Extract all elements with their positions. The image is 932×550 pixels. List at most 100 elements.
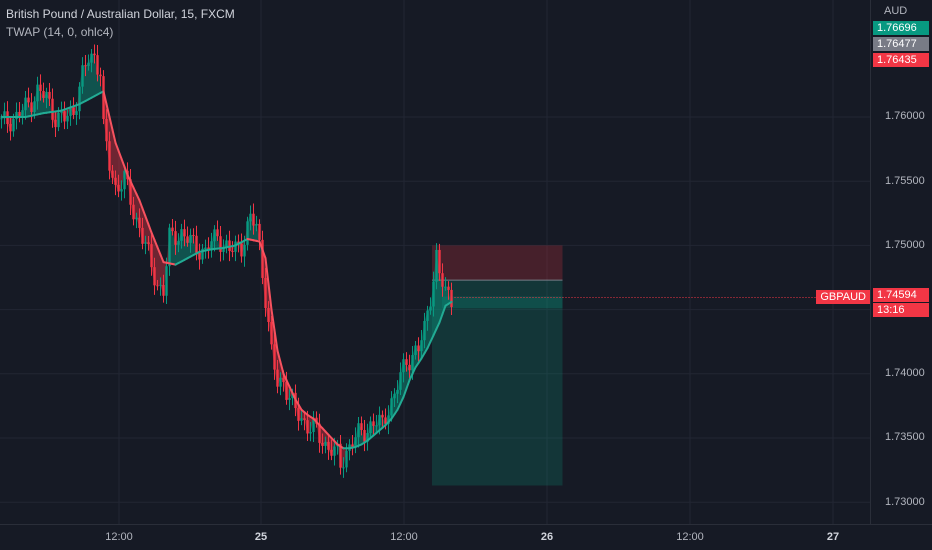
candle-body: [405, 359, 408, 365]
candle-body: [246, 221, 249, 245]
price-tick-label: 1.74000: [885, 367, 925, 379]
twap-line-segment: [267, 282, 273, 311]
candle-body: [27, 97, 30, 103]
candle-body: [414, 345, 417, 356]
twap-line-segment: [285, 379, 291, 388]
candle-body: [192, 234, 195, 236]
twap-line-segment: [447, 300, 453, 305]
candle-body: [363, 430, 366, 442]
candle-body: [330, 449, 333, 456]
candle-body: [102, 76, 105, 120]
candle-body: [258, 223, 261, 240]
candle-body: [393, 393, 396, 399]
twap-line-segment: [411, 366, 417, 375]
candle-body: [243, 244, 246, 257]
mid-price-badge: 1.76477: [873, 37, 929, 51]
take-profit-zone: [432, 280, 563, 486]
twap-line-segment: [105, 103, 111, 118]
twap-line-segment: [114, 141, 120, 152]
candle-body: [402, 359, 405, 373]
twap-fill-segment: [253, 223, 257, 241]
candle-body: [309, 432, 312, 434]
price-tick-label: 1.73000: [885, 496, 925, 508]
candle-body: [369, 421, 372, 434]
candle-body: [84, 65, 87, 67]
candle-body: [30, 102, 33, 112]
candle-body: [165, 266, 168, 296]
twap-fill-segment: [226, 240, 230, 251]
candle-body: [78, 86, 81, 112]
candle-body: [429, 306, 432, 311]
indicator-legend[interactable]: TWAP (14, 0, ohlc4): [6, 25, 114, 39]
twap-line-segment: [258, 240, 264, 251]
candle-body: [372, 421, 375, 426]
candle-body: [264, 277, 267, 308]
candle-body: [240, 243, 243, 257]
symbol-legend[interactable]: British Pound / Australian Dollar, 15, F…: [6, 7, 235, 21]
candle-body: [360, 423, 363, 431]
candle-body: [444, 286, 447, 288]
price-tick-label: 1.76000: [885, 110, 925, 122]
candle-body: [303, 418, 306, 421]
twap-fill-segment: [91, 53, 95, 98]
twap-fill-segment: [97, 74, 101, 95]
twap-line-segment: [441, 304, 447, 316]
twap-line-segment: [399, 395, 405, 405]
candle-body: [135, 217, 138, 220]
candle-body: [153, 267, 156, 286]
candle-body: [150, 244, 153, 268]
twap-line-segment: [429, 334, 435, 343]
candle-body: [183, 229, 186, 237]
candle-body: [396, 389, 399, 394]
twap-line-segment: [261, 248, 267, 260]
time-axis[interactable]: [0, 524, 932, 550]
candle-body: [162, 284, 165, 296]
candle-body: [321, 442, 324, 446]
candle-body: [411, 355, 414, 371]
candle-body: [156, 285, 159, 287]
candle-body: [318, 423, 321, 443]
twap-line-segment: [129, 180, 135, 189]
twap-line-segment: [402, 387, 408, 398]
candle-body: [147, 242, 150, 245]
candle-body: [189, 234, 192, 243]
twap-fill-segment: [172, 231, 176, 265]
candle-body: [75, 111, 78, 116]
candle-body: [249, 213, 252, 222]
candle-body: [33, 101, 36, 112]
candle-body: [288, 398, 291, 400]
candle-body: [291, 392, 294, 399]
candle-body: [351, 444, 354, 447]
candle-body: [261, 239, 264, 278]
candle-body: [345, 450, 348, 468]
candle-body: [276, 369, 279, 387]
candle-body: [426, 310, 429, 321]
twap-line-segment: [159, 253, 165, 264]
price-tick-label: 1.75500: [885, 175, 925, 187]
candle-body: [69, 107, 72, 116]
twap-line-segment: [432, 327, 438, 337]
twap-fill-segment: [157, 247, 161, 286]
candle-body: [216, 229, 219, 237]
candle-body: [171, 227, 174, 232]
twap-line-segment: [405, 379, 411, 390]
candle-body: [432, 281, 435, 307]
twap-fill-segment: [94, 55, 98, 97]
candle-body: [267, 307, 270, 322]
twap-line-segment: [138, 199, 144, 210]
candle-body: [204, 247, 207, 249]
time-tick-label: 27: [826, 531, 840, 543]
candle-body: [18, 111, 21, 116]
low-price-badge: 1.76435: [873, 53, 929, 67]
twap-fill-segment: [406, 364, 410, 389]
twap-line-segment: [264, 257, 270, 285]
candle-body: [324, 441, 327, 446]
symbol-badge: GBPAUD: [816, 290, 870, 304]
twap-line-segment: [147, 223, 153, 234]
candle-body: [177, 240, 180, 245]
price-axis[interactable]: [870, 0, 932, 524]
candle-body: [93, 53, 96, 56]
candle-body: [132, 204, 135, 220]
candle-body: [375, 425, 378, 427]
